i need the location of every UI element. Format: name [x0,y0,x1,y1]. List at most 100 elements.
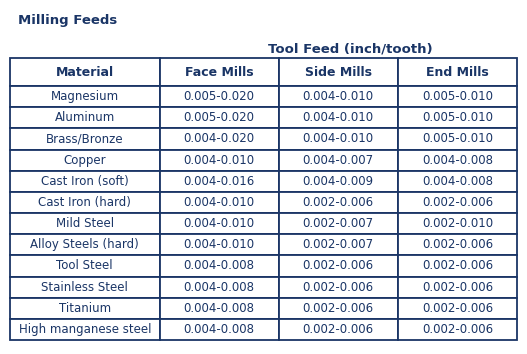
Text: 0.004-0.010: 0.004-0.010 [183,217,255,230]
Bar [398,255,517,276]
Text: 0.004-0.008: 0.004-0.008 [183,281,255,293]
Text: Titanium: Titanium [58,302,111,315]
Bar [160,319,279,340]
Text: 0.002-0.006: 0.002-0.006 [422,259,493,273]
Text: 0.005-0.010: 0.005-0.010 [422,90,493,103]
Bar [279,213,398,234]
Bar [279,149,398,171]
Text: Cast Iron (hard): Cast Iron (hard) [38,196,131,209]
Text: 0.005-0.020: 0.005-0.020 [183,90,255,103]
Bar [398,171,517,192]
Text: 0.004-0.010: 0.004-0.010 [302,111,374,124]
Text: 0.004-0.020: 0.004-0.020 [183,132,255,145]
Bar [160,86,279,107]
Bar [398,58,517,86]
Text: 0.002-0.007: 0.002-0.007 [302,217,374,230]
Bar [160,107,279,129]
Text: Magnesium: Magnesium [51,90,119,103]
Bar [10,149,160,171]
Bar [160,149,279,171]
Text: 0.002-0.006: 0.002-0.006 [302,281,374,293]
Bar [10,58,160,86]
Bar [398,86,517,107]
Bar [160,129,279,149]
Bar [398,298,517,319]
Bar [10,192,160,213]
Bar [10,276,160,298]
Text: 0.004-0.010: 0.004-0.010 [302,90,374,103]
Text: 0.004-0.010: 0.004-0.010 [302,132,374,145]
Text: Cast Iron (soft): Cast Iron (soft) [41,175,129,188]
Text: 0.002-0.006: 0.002-0.006 [302,323,374,336]
Text: 0.004-0.008: 0.004-0.008 [422,154,493,167]
Text: Mild Steel: Mild Steel [56,217,114,230]
Bar [10,171,160,192]
Text: Tool Feed (inch/tooth): Tool Feed (inch/tooth) [268,42,432,55]
Text: 0.005-0.010: 0.005-0.010 [422,132,493,145]
Bar [279,319,398,340]
Bar [279,58,398,86]
Text: 0.004-0.016: 0.004-0.016 [183,175,255,188]
Bar [10,129,160,149]
Bar [160,234,279,255]
Bar [279,192,398,213]
Bar [10,86,160,107]
Text: Tool Steel: Tool Steel [56,259,113,273]
Text: 0.004-0.008: 0.004-0.008 [422,175,493,188]
Bar [160,213,279,234]
Text: 0.002-0.010: 0.002-0.010 [422,217,493,230]
Bar [398,234,517,255]
Bar [160,276,279,298]
Text: Copper: Copper [63,154,106,167]
Text: 0.002-0.006: 0.002-0.006 [422,196,493,209]
Bar [398,319,517,340]
Text: Face Mills: Face Mills [185,65,253,79]
Bar [160,298,279,319]
Bar [279,234,398,255]
Bar [10,234,160,255]
Bar [10,319,160,340]
Bar [160,58,279,86]
Bar [10,298,160,319]
Text: Alloy Steels (hard): Alloy Steels (hard) [31,238,139,251]
Text: 0.004-0.008: 0.004-0.008 [183,302,255,315]
Text: Aluminum: Aluminum [55,111,115,124]
Text: 0.004-0.008: 0.004-0.008 [183,323,255,336]
Bar [10,255,160,276]
Bar [279,129,398,149]
Bar [160,192,279,213]
Text: 0.004-0.010: 0.004-0.010 [183,196,255,209]
Text: 0.002-0.007: 0.002-0.007 [302,238,374,251]
Text: 0.002-0.006: 0.002-0.006 [422,323,493,336]
Bar [398,276,517,298]
Bar [279,86,398,107]
Text: 0.004-0.008: 0.004-0.008 [183,259,255,273]
Bar [10,213,160,234]
Text: Stainless Steel: Stainless Steel [41,281,128,293]
Bar [10,107,160,129]
Bar [279,298,398,319]
Bar [279,276,398,298]
Text: 0.002-0.006: 0.002-0.006 [422,238,493,251]
Text: 0.002-0.006: 0.002-0.006 [302,302,374,315]
Text: 0.004-0.010: 0.004-0.010 [183,238,255,251]
Bar [398,192,517,213]
Bar [398,213,517,234]
Text: 0.005-0.020: 0.005-0.020 [183,111,255,124]
Text: 0.002-0.006: 0.002-0.006 [422,302,493,315]
Text: 0.004-0.009: 0.004-0.009 [302,175,374,188]
Text: 0.005-0.010: 0.005-0.010 [422,111,493,124]
Text: Milling Feeds: Milling Feeds [18,14,117,27]
Bar [160,171,279,192]
Text: 0.004-0.010: 0.004-0.010 [183,154,255,167]
Bar [279,255,398,276]
Text: End Mills: End Mills [426,65,489,79]
Bar [279,107,398,129]
Bar [279,171,398,192]
Text: 0.002-0.006: 0.002-0.006 [302,196,374,209]
Text: High manganese steel: High manganese steel [18,323,151,336]
Bar [398,107,517,129]
Text: 0.002-0.006: 0.002-0.006 [302,259,374,273]
Bar [398,129,517,149]
Bar [398,149,517,171]
